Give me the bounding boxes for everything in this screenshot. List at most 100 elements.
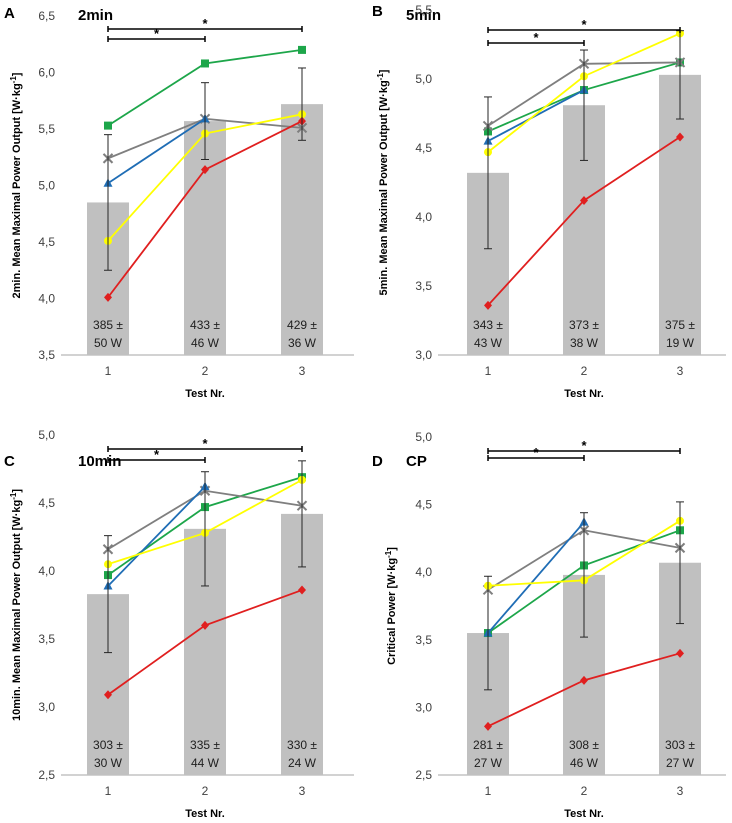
x-tick-label: 2 — [581, 364, 588, 378]
x-axis-title: Test Nr. — [564, 808, 604, 820]
series-marker-red — [580, 195, 588, 205]
y-tick-label: 4,5 — [38, 496, 55, 510]
panel-title: CP — [406, 453, 427, 470]
panel-a: A 2min 3,5 4,0 4,5 5,0 5,5 6,0 6,5 1 2 3 Test Nr. 2mi… — [4, 5, 354, 400]
y-tick-label: 3,0 — [415, 348, 432, 362]
panel-b: B 5min 3,0 3,5 4,0 4,5 5,0 5,5 1 2 3 Test Nr. 5min. … — [372, 3, 726, 400]
error-bar — [484, 96, 492, 250]
significance-bracket: * — [487, 30, 585, 46]
series-marker-red — [201, 165, 209, 175]
bar-label-sd: 36 W — [288, 336, 317, 350]
significance-bracket: * — [107, 16, 303, 32]
y-axis-title: Critical Power [W·kg-1] — [384, 547, 399, 665]
y-tick-label: 4,0 — [415, 565, 432, 579]
panel-letter: B — [372, 3, 383, 20]
significance-bracket: * — [487, 445, 585, 461]
bar-label-sd: 38 W — [570, 336, 599, 350]
series-line-blue — [487, 89, 585, 142]
x-tick-label: 3 — [677, 364, 684, 378]
significance-bracket: * — [487, 17, 681, 33]
y-tick-label: 3,5 — [38, 632, 55, 646]
error-bar — [298, 460, 306, 568]
bar — [281, 104, 323, 355]
bar — [184, 121, 226, 355]
significance-star: * — [533, 445, 539, 460]
y-tick-label: 5,0 — [38, 428, 55, 442]
y-tick-label: 4,0 — [38, 564, 55, 578]
bar-label-sd: 43 W — [474, 336, 503, 350]
y-tick-label: 4,0 — [38, 292, 55, 306]
significance-star: * — [581, 438, 587, 453]
panel-letter: C — [4, 453, 15, 470]
x-tick-label: 3 — [299, 784, 306, 798]
bar-label-value: 335 ± — [190, 738, 220, 752]
bar-label-sd: 44 W — [191, 756, 220, 770]
bar-label-value: 343 ± — [473, 318, 503, 332]
significance-star: * — [581, 17, 587, 32]
bar-label-value: 375 ± — [665, 318, 695, 332]
y-tick-label: 4,0 — [415, 210, 432, 224]
error-bar — [676, 501, 684, 625]
series-marker-red — [580, 675, 588, 685]
series-line-blue — [107, 118, 206, 184]
bar-label-value: 281 ± — [473, 738, 503, 752]
y-tick-label: 2,5 — [415, 768, 432, 782]
error-bar — [104, 134, 112, 271]
error-bar — [201, 471, 209, 587]
significance-star: * — [202, 436, 208, 451]
panel-letter: A — [4, 5, 15, 22]
x-axis-title: Test Nr. — [564, 388, 604, 400]
series-marker-green — [104, 121, 112, 130]
bar-label-sd: 27 W — [474, 756, 503, 770]
significance-bracket: * — [107, 436, 303, 452]
error-bar — [104, 535, 112, 654]
panel-title: 5min — [406, 7, 441, 24]
y-axis-title: 5min. Mean Maximal Power Output [W·kg-1] — [376, 69, 391, 295]
bar-label-sd: 46 W — [191, 336, 220, 350]
y-tick-label: 6,5 — [38, 9, 55, 23]
series-marker-red — [104, 690, 112, 700]
y-tick-label: 5,0 — [415, 430, 432, 444]
bar — [659, 74, 701, 356]
y-tick-label: 5,5 — [38, 122, 55, 136]
series-marker-red — [484, 721, 492, 731]
significance-star: * — [202, 16, 208, 31]
series-line-blue — [487, 521, 585, 634]
y-tick-label: 3,5 — [415, 279, 432, 293]
series-marker-red — [484, 300, 492, 310]
series-marker-green — [298, 45, 306, 54]
x-tick-label: 1 — [485, 784, 492, 798]
series-marker-red — [298, 585, 306, 595]
y-tick-label: 6,0 — [38, 66, 55, 80]
error-bar — [580, 49, 588, 161]
x-axis-title: Test Nr. — [185, 388, 225, 400]
y-tick-label: 3,5 — [38, 348, 55, 362]
bar-label-sd: 19 W — [666, 336, 695, 350]
error-bar — [201, 82, 209, 161]
significance-star: * — [533, 30, 539, 45]
bar-label-value: 303 ± — [665, 738, 695, 752]
bar-label-sd: 50 W — [94, 336, 123, 350]
y-tick-label: 4,5 — [415, 141, 432, 155]
panel-c: C 10min 2,5 3,0 3,5 4,0 4,5 5,0 1 2 3 Test Nr. 10min… — [4, 428, 354, 820]
y-axis-title: 10min. Mean Maximal Power Output [W·kg-1… — [9, 489, 24, 721]
error-bar — [484, 575, 492, 691]
significance-bracket: * — [107, 447, 206, 463]
x-tick-label: 2 — [202, 364, 209, 378]
y-tick-label: 2,5 — [38, 768, 55, 782]
y-tick-label: 3,0 — [415, 700, 432, 714]
series-marker-red — [676, 132, 684, 142]
x-tick-label: 3 — [677, 784, 684, 798]
bar-label-value: 385 ± — [93, 318, 123, 332]
series-marker-red — [676, 648, 684, 658]
panel-letter: D — [372, 453, 383, 470]
x-tick-label: 2 — [202, 784, 209, 798]
bar-label-value: 330 ± — [287, 738, 317, 752]
series-line-blue — [107, 486, 206, 587]
y-tick-label: 3,5 — [415, 633, 432, 647]
bar-label-sd: 24 W — [288, 756, 317, 770]
x-tick-label: 1 — [105, 784, 112, 798]
x-tick-label: 2 — [581, 784, 588, 798]
significance-star: * — [154, 26, 160, 41]
x-axis-title: Test Nr. — [185, 808, 225, 820]
